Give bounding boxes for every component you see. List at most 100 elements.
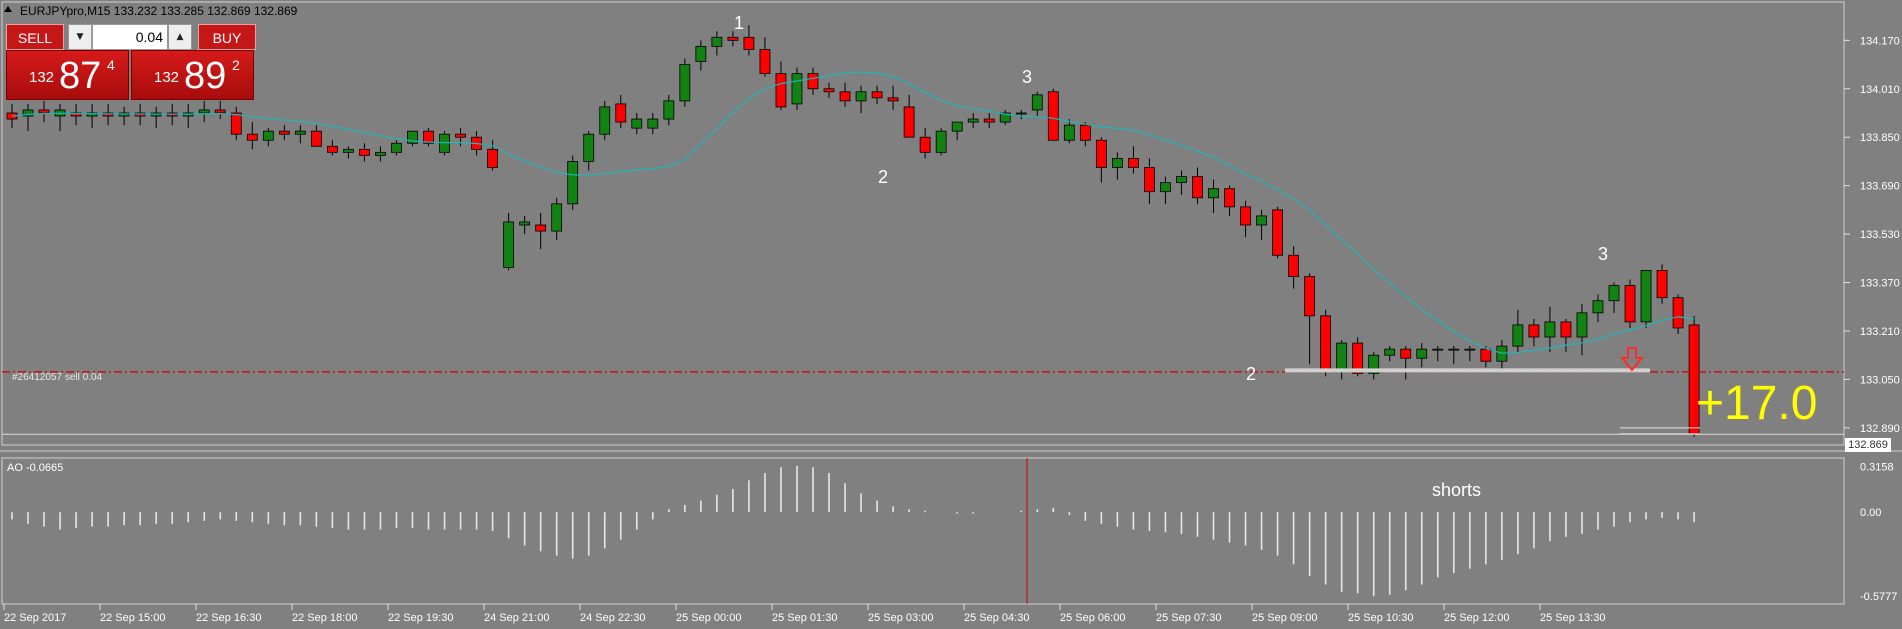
bull-candle xyxy=(519,221,531,226)
bear-candle xyxy=(1224,188,1235,208)
x-tick-label: 25 Sep 12:00 xyxy=(1444,612,1509,624)
x-tick-label: 25 Sep 10:30 xyxy=(1348,612,1413,624)
bull-candle xyxy=(1432,348,1444,351)
bull-candle xyxy=(439,133,450,153)
bull-candle xyxy=(22,109,34,117)
buy-price-main: 89 xyxy=(184,55,227,97)
bull-candle xyxy=(679,64,691,102)
bear-candle xyxy=(1304,276,1316,317)
lot-size-input[interactable]: 0.04 xyxy=(92,24,168,50)
wave-label: 3 xyxy=(1022,67,1032,87)
bear-candle xyxy=(310,130,322,147)
bull-candle xyxy=(1512,324,1524,347)
bull-candle xyxy=(86,112,98,117)
y-tick-label: 134.010 xyxy=(1860,84,1900,96)
bear-candle xyxy=(1560,321,1572,338)
bull-candle xyxy=(294,130,306,135)
buy-price-panel[interactable]: 132 89 2 xyxy=(131,50,254,100)
wave-label: 3 xyxy=(1598,244,1608,264)
bull-candle xyxy=(951,121,963,132)
y-tick-label: 132.890 xyxy=(1860,423,1900,435)
sell-price-sup: 4 xyxy=(107,57,115,73)
bear-candle xyxy=(1095,139,1107,168)
bull-candle xyxy=(391,142,402,153)
bear-candle xyxy=(535,224,547,232)
bear-candle xyxy=(727,36,739,41)
bear-candle xyxy=(1272,209,1283,256)
bear-candle xyxy=(214,109,226,114)
y-tick-label: 133.530 xyxy=(1860,229,1900,241)
buy-price-prefix: 132 xyxy=(154,69,180,86)
x-tick-label: 25 Sep 13:30 xyxy=(1540,612,1605,624)
bull-candle xyxy=(999,112,1011,123)
bear-candle xyxy=(919,136,931,153)
bear-candle xyxy=(102,112,114,117)
bull-candle xyxy=(1384,348,1396,356)
bull-candle xyxy=(343,148,354,153)
moving-average-line xyxy=(11,71,1695,354)
sell-price-main: 87 xyxy=(59,55,102,97)
lot-decrease-button[interactable]: ▼ xyxy=(68,24,92,50)
bull-candle xyxy=(375,151,386,156)
bear-candle xyxy=(1079,124,1091,141)
bear-candle xyxy=(70,112,82,117)
y-tick-label: 133.370 xyxy=(1860,278,1900,290)
bull-candle xyxy=(1592,300,1604,314)
bull-candle xyxy=(551,203,563,232)
bull-candle xyxy=(1256,215,1267,226)
bull-candle xyxy=(1160,182,1171,193)
bear-candle xyxy=(983,118,995,123)
bull-candle xyxy=(1464,348,1476,351)
bear-candle xyxy=(759,49,771,75)
x-tick-label: 24 Sep 21:00 xyxy=(484,612,549,624)
bear-candle xyxy=(246,133,258,141)
bear-candle xyxy=(1624,285,1636,323)
y-tick-label: 133.850 xyxy=(1860,132,1900,144)
order-label[interactable]: #26412057 sell 0.04 xyxy=(12,372,103,383)
bear-candle xyxy=(775,73,787,108)
ao-plot-frame xyxy=(1,457,1845,605)
bull-candle xyxy=(1416,348,1428,359)
bear-candle xyxy=(839,91,851,102)
bear-candle xyxy=(278,130,290,135)
x-tick-label: 25 Sep 09:00 xyxy=(1252,612,1317,624)
bull-candle xyxy=(1608,285,1620,302)
bull-candle xyxy=(631,118,643,129)
bull-candle xyxy=(663,100,675,120)
bull-candle xyxy=(1448,348,1460,351)
bull-candle xyxy=(1336,342,1348,371)
bear-candle xyxy=(1047,91,1059,141)
lot-increase-button[interactable]: ▲ xyxy=(168,24,192,50)
sell-price-panel[interactable]: 132 87 4 xyxy=(6,50,129,100)
x-tick-label: 25 Sep 04:30 xyxy=(964,612,1029,624)
bear-candle xyxy=(1128,158,1139,168)
bear-candle xyxy=(487,148,499,168)
bull-candle xyxy=(791,73,803,105)
bull-candle xyxy=(935,130,947,153)
bear-candle xyxy=(823,88,835,93)
sell-arrow-icon xyxy=(1619,347,1645,372)
bull-candle xyxy=(1176,176,1187,184)
bear-candle xyxy=(1144,167,1155,193)
bull-candle xyxy=(583,133,595,162)
bull-candle xyxy=(1544,321,1556,338)
buy-button[interactable]: BUY xyxy=(198,24,256,50)
x-tick-label: 22 Sep 16:30 xyxy=(196,612,261,624)
x-tick-label: 25 Sep 03:00 xyxy=(868,612,933,624)
y-tick-label: 134.170 xyxy=(1860,35,1900,47)
x-tick-label: 25 Sep 01:30 xyxy=(772,612,837,624)
ao-y-tick-label: 0.00 xyxy=(1860,507,1881,519)
sell-button[interactable]: SELL xyxy=(6,24,64,50)
bull-candle xyxy=(1208,188,1219,199)
bull-candle xyxy=(1576,312,1588,338)
bull-candle xyxy=(567,161,579,205)
bear-candle xyxy=(38,109,50,114)
bull-candle xyxy=(599,106,611,135)
x-tick-label: 22 Sep 2017 xyxy=(4,612,66,624)
y-tick-label: 133.050 xyxy=(1860,374,1900,386)
x-tick-label: 25 Sep 00:00 xyxy=(676,612,741,624)
window-menu-icon[interactable] xyxy=(4,6,12,12)
bull-candle xyxy=(711,36,723,47)
bull-candle xyxy=(647,118,659,129)
